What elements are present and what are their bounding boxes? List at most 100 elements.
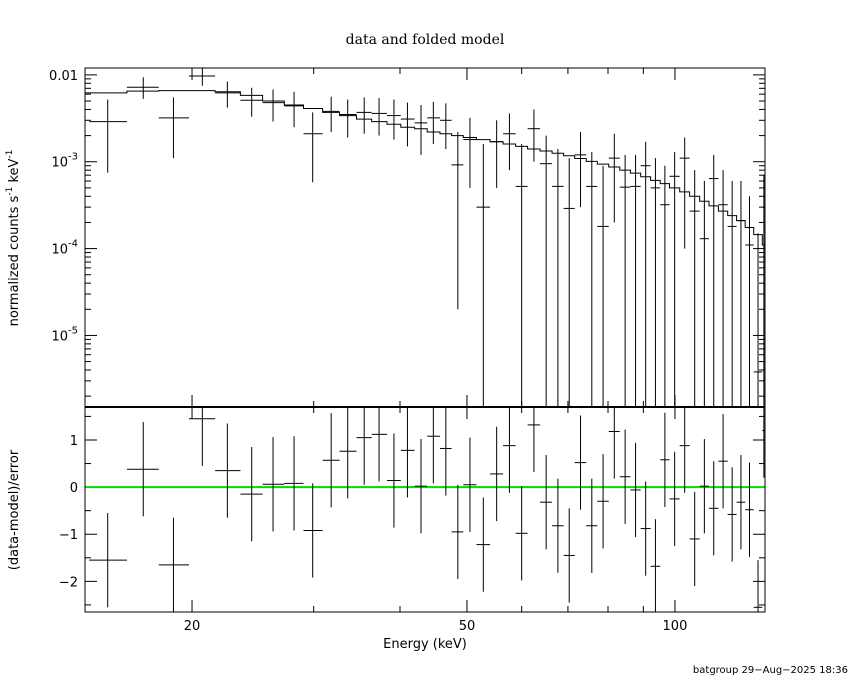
data-point: [284, 91, 304, 128]
data-point: [427, 101, 440, 145]
data-point: [527, 109, 541, 162]
bottom-y-tick-label: −1: [59, 528, 78, 543]
data-point: [400, 102, 415, 147]
residual-point: [630, 442, 641, 538]
data-point: [356, 97, 372, 134]
x-tick-label: 20: [184, 619, 201, 634]
x-axis-label: Energy (keV): [383, 637, 467, 652]
data-point: [215, 81, 241, 108]
bottom-y-tick-label: 0: [70, 481, 78, 496]
data-point: [753, 233, 763, 407]
residual-point: [240, 447, 263, 542]
residual-point: [660, 412, 670, 507]
residual-point: [427, 407, 440, 484]
data-point: [189, 68, 216, 86]
model-step-line: [85, 90, 766, 255]
data-point: [515, 144, 528, 407]
residual-point: [158, 517, 190, 612]
bottom-panel: 20 50 100 1 0 −1 −2: [59, 407, 765, 634]
residual-point: [619, 429, 631, 524]
data-point: [339, 99, 357, 138]
x-tick-label: 50: [459, 619, 476, 634]
residual-point: [303, 483, 323, 578]
tick-exponent: -4: [68, 239, 78, 250]
data-point: [439, 103, 452, 150]
residual-point: [463, 437, 477, 532]
residual-point: [503, 407, 516, 493]
residual-point: [597, 454, 609, 549]
tick-base: 10: [51, 243, 68, 258]
data-point: [262, 89, 285, 122]
residual-point: [679, 407, 690, 493]
residual-point: [689, 491, 700, 587]
data-point: [708, 154, 719, 407]
tick-base: 10: [51, 156, 68, 171]
residual-point: [640, 481, 651, 576]
residual-point: [563, 508, 575, 603]
data-point: [89, 99, 127, 173]
residual-point: [552, 478, 564, 573]
data-point: [126, 77, 159, 99]
residual-point: [699, 439, 709, 534]
x-tick-label: 100: [663, 619, 688, 634]
tick-exponent: -3: [68, 152, 78, 163]
residual-point: [284, 436, 304, 531]
data-point: [619, 154, 631, 407]
data-point: [650, 158, 661, 407]
residual-point: [753, 560, 763, 612]
residual-point: [669, 451, 680, 547]
residual-point: [574, 415, 587, 510]
residual-point: [262, 437, 285, 532]
top-y-tick-label: 10-3: [51, 152, 78, 171]
residual-point: [451, 484, 464, 580]
residual-point: [650, 519, 661, 612]
data-point: [669, 151, 680, 407]
data-point: [240, 87, 263, 117]
ylabel-main-text: normalized counts s: [7, 195, 22, 326]
data-point: [463, 117, 477, 188]
residual-point: [400, 407, 415, 498]
residual-point: [189, 407, 216, 466]
residual-point: [708, 461, 719, 556]
residual-point: [126, 422, 159, 517]
data-point: [451, 131, 464, 310]
residual-point: [527, 407, 541, 473]
data-point: [679, 137, 690, 249]
data-point: [552, 149, 564, 407]
data-point: [699, 181, 709, 407]
data-point: [574, 131, 587, 208]
data-point: [689, 170, 700, 407]
top-y-tick-label: 0.01: [49, 69, 78, 84]
residual-point: [490, 426, 504, 522]
ylabel-sup1-text: -1: [5, 187, 15, 196]
ylabel-sup2-text: -1: [5, 150, 15, 159]
top-y-axis-label: normalized counts s-1 keV-1: [5, 150, 22, 327]
data-point: [303, 112, 323, 183]
data-point: [718, 170, 728, 407]
data-point: [597, 165, 609, 407]
top-y-tick-label: 10-4: [51, 239, 78, 258]
residual-point: [339, 407, 357, 499]
data-point: [745, 196, 754, 407]
residual-point: [356, 407, 372, 485]
data-point: [322, 96, 340, 132]
residual-point: [586, 478, 598, 573]
chart-title: data and folded model: [346, 32, 505, 48]
data-point: [490, 120, 504, 188]
data-point: [736, 181, 746, 407]
data-point: [540, 135, 553, 407]
data-point: [476, 144, 491, 407]
bottom-y-axis-label: (data-model)/error: [7, 449, 22, 570]
residual-point: [745, 462, 754, 557]
data-point: [563, 158, 575, 407]
data-point: [727, 181, 737, 407]
data-point: [586, 151, 598, 407]
residual-point: [515, 486, 528, 581]
data-point: [414, 104, 428, 155]
tick-exponent: -5: [68, 325, 78, 336]
residual-point: [540, 455, 553, 550]
residual-point: [89, 513, 127, 608]
data-point: [630, 154, 641, 407]
